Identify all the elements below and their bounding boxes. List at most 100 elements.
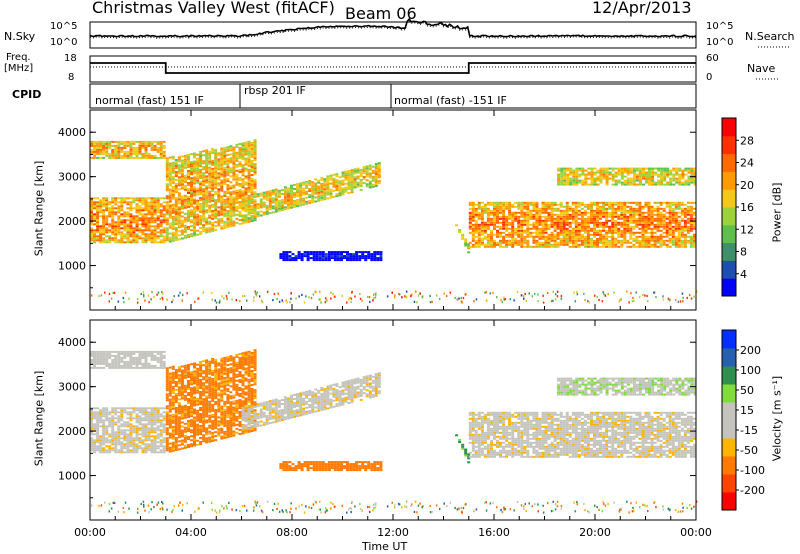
power-cell: [486, 215, 490, 218]
power-cell: [486, 207, 490, 210]
velocity-cell: [114, 449, 118, 452]
power-cell: [513, 299, 515, 302]
power-cell: [153, 205, 157, 208]
power-cell: [486, 225, 490, 228]
power-cell: [653, 227, 657, 230]
velocity-cell: [144, 435, 148, 438]
power-cell: [608, 231, 612, 234]
power-cell: [620, 243, 624, 246]
power-cell: [205, 179, 209, 182]
power-cell: [138, 229, 142, 232]
power-cell: [247, 170, 251, 173]
power-cell: [628, 301, 630, 304]
power-cell: [105, 150, 109, 153]
power-cell: [599, 231, 602, 234]
power-cell: [183, 236, 187, 239]
power-cell: [556, 245, 560, 248]
power-cell: [220, 189, 224, 192]
velocity-cell: [102, 433, 106, 436]
power-cell: [590, 167, 594, 170]
power-cell: [232, 162, 236, 165]
power-cell: [480, 201, 484, 204]
power-cell: [623, 217, 627, 220]
power-cell: [614, 215, 618, 218]
power-cell: [667, 297, 670, 300]
power-cell: [662, 207, 666, 210]
power-cell: [563, 173, 567, 176]
power-cell: [681, 181, 685, 184]
velocity-cell: [129, 411, 133, 414]
power-cell: [659, 201, 663, 204]
power-cell: [644, 229, 648, 232]
power-cell: [671, 235, 675, 238]
power-cell: [559, 229, 563, 232]
power-cell: [238, 165, 242, 167]
power-cell: [584, 173, 588, 176]
power-cell: [183, 178, 187, 181]
power-cell: [611, 235, 615, 238]
power-cell: [550, 233, 554, 236]
velocity-cell: [135, 413, 139, 416]
velocity-cell: [96, 441, 100, 444]
power-cell: [214, 157, 218, 160]
power-cell: [102, 229, 106, 232]
power-cell: [376, 259, 380, 262]
power-cell: [398, 293, 401, 296]
power-cell: [105, 140, 109, 143]
power-cell: [162, 231, 166, 234]
power-cell: [305, 184, 309, 187]
power-cell: [323, 188, 327, 191]
velocity-cell: [138, 362, 142, 365]
power-cell: [156, 150, 160, 153]
power-cell: [326, 181, 330, 184]
power-cell: [587, 171, 591, 174]
power-cell: [214, 299, 216, 302]
velocity-cell: [93, 362, 96, 365]
power-cell: [559, 225, 563, 228]
power-cell: [681, 183, 685, 186]
power-cell: [205, 181, 209, 184]
power-cell: [220, 201, 224, 204]
power-cell: [496, 215, 499, 218]
velocity-cell: [90, 417, 93, 420]
power-cell: [111, 225, 115, 228]
velocity-cell: [132, 427, 136, 430]
power-cell: [232, 152, 236, 155]
power-cell: [557, 179, 561, 182]
power-cell: [141, 142, 145, 145]
power-cell: [490, 243, 493, 246]
power-cell: [208, 198, 212, 201]
power-cell: [505, 235, 509, 238]
power-cell: [552, 299, 554, 302]
power-cell: [126, 229, 130, 232]
power-cell: [135, 219, 139, 222]
power-cell: [642, 175, 645, 178]
power-cell: [620, 299, 622, 302]
velocity-cell: [96, 350, 100, 353]
power-cell: [156, 148, 160, 151]
power-cell: [352, 255, 356, 258]
power-cell: [159, 144, 163, 147]
power-cell: [174, 167, 178, 169]
power-cell: [190, 201, 193, 204]
power-cell: [523, 211, 527, 214]
power-cell: [102, 241, 106, 244]
power-cell: [665, 239, 669, 242]
power-cell: [635, 207, 639, 210]
power-cell: [577, 223, 581, 226]
power-cell: [605, 237, 609, 240]
power-cell: [666, 183, 670, 186]
power-cell: [602, 215, 606, 218]
power-cell: [367, 257, 371, 260]
power-cell: [483, 207, 487, 210]
power-cell: [93, 140, 96, 143]
velocity-cell: [96, 429, 100, 432]
velocity-cell: [138, 409, 142, 412]
power-cell: [338, 190, 342, 193]
power-cell: [480, 221, 484, 224]
velocity-cell: [144, 447, 148, 450]
velocity-cell: [129, 362, 133, 365]
power-cell: [642, 167, 645, 170]
power-cell: [302, 189, 306, 192]
power-cell: [193, 206, 196, 209]
